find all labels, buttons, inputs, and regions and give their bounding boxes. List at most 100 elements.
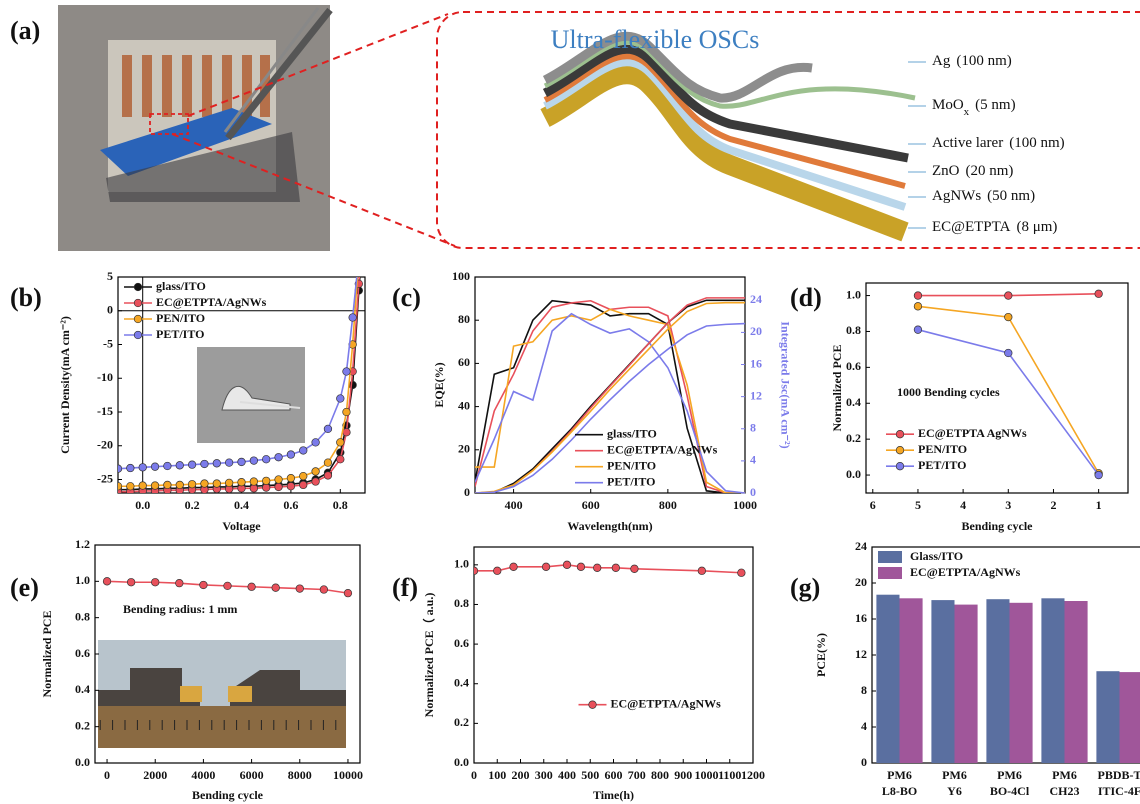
- y-axis-label: Normalized PCE: [40, 611, 54, 698]
- y2-tick-label: 16: [750, 356, 762, 370]
- marker: [1004, 292, 1012, 300]
- x-tick-label: 1: [1096, 498, 1102, 512]
- marker: [631, 565, 639, 573]
- y-tick-label: 0.4: [75, 682, 90, 696]
- legend-label: PET/ITO: [607, 474, 655, 488]
- y-tick-label: 0: [861, 755, 867, 769]
- marker: [337, 455, 345, 463]
- x-tick-label: 0: [471, 768, 477, 782]
- marker: [139, 464, 147, 472]
- marker: [296, 585, 304, 593]
- marker: [139, 482, 147, 490]
- marker: [738, 569, 746, 577]
- marker: [361, 199, 369, 207]
- bar: [986, 599, 1009, 763]
- marker: [299, 481, 307, 489]
- x-tick-label: 0.4: [234, 498, 249, 512]
- y-tick-label: 4: [861, 719, 867, 733]
- x-tick-label: 400: [505, 498, 523, 512]
- marker: [201, 460, 209, 468]
- marker: [577, 563, 585, 571]
- x-tick-label: 800: [651, 768, 669, 782]
- layer-name: Active larer: [932, 135, 1003, 151]
- marker: [127, 482, 135, 490]
- legend-marker: [134, 331, 142, 339]
- marker: [344, 589, 352, 597]
- x-tick-line: PM6: [887, 768, 912, 782]
- marker: [470, 567, 478, 575]
- x-tick-label: PM6CH23: [1050, 768, 1080, 798]
- marker: [176, 579, 184, 587]
- x-tick-label: 800: [659, 498, 677, 512]
- y-tick-label: 0.8: [454, 596, 469, 610]
- y-tick-label: 5: [107, 269, 113, 283]
- x-tick-label: 0.8: [333, 498, 348, 512]
- x-tick-line: CH23: [1050, 784, 1080, 798]
- y-tick-label: 20: [458, 442, 470, 456]
- y-tick-label: 0.0: [846, 467, 861, 481]
- legend-marker: [896, 462, 904, 470]
- marker: [493, 567, 501, 575]
- y-axis-label: Normalized PCE（ a.u.): [421, 593, 436, 718]
- x-tick-label: 200: [512, 768, 530, 782]
- layer-label: MoOx(5 nm): [932, 97, 1016, 117]
- marker: [103, 578, 111, 586]
- x-axis-label: Bending cycle: [962, 519, 1034, 533]
- x-tick-label: PBDB-TITIC-4F: [1097, 768, 1140, 798]
- x-tick-line: Y6: [947, 784, 962, 798]
- legend-label: Glass/ITO: [910, 549, 963, 563]
- marker: [361, 172, 369, 180]
- marker: [698, 567, 706, 575]
- figure: Ultra-flexible OSCs (a) Ag(100 nm)MoOx(5…: [0, 0, 1140, 804]
- x-tick-label: 6000: [240, 768, 264, 782]
- marker: [312, 468, 320, 476]
- layer-label: Active larer(100 nm): [932, 135, 1065, 151]
- x-tick-line: PBDB-T: [1097, 768, 1140, 782]
- y2-tick-label: 12: [750, 388, 762, 402]
- marker: [114, 482, 122, 490]
- marker: [238, 458, 246, 466]
- y-tick-label: 1.2: [75, 537, 90, 551]
- y-tick-label: 0.6: [454, 636, 469, 650]
- marker: [343, 368, 351, 376]
- legend-label: EC@ETPTA AgNWs: [918, 426, 1027, 440]
- y-tick-label: 24: [855, 539, 867, 553]
- x-tick-label: 4: [960, 498, 966, 512]
- legend-label: PEN/ITO: [156, 311, 205, 325]
- marker: [248, 583, 256, 591]
- legend-swatch: [878, 567, 902, 579]
- marker: [355, 253, 363, 261]
- y-tick-label: 0.6: [846, 359, 861, 373]
- x-tick-label: 1100: [718, 768, 741, 782]
- marker: [320, 586, 328, 594]
- layer-name: AgNWs: [932, 188, 981, 204]
- y-axis-label: PCE(%): [814, 633, 828, 677]
- marker: [151, 482, 159, 490]
- marker: [262, 455, 270, 463]
- y-tick-label: 16: [855, 611, 867, 625]
- marker: [312, 439, 320, 447]
- x-axis-label: Time(h): [593, 788, 634, 802]
- marker: [164, 481, 172, 489]
- marker: [151, 463, 159, 471]
- y-tick-label: 0.0: [454, 755, 469, 769]
- bar: [931, 600, 954, 763]
- marker: [299, 447, 307, 455]
- x-axis-label: Wavelength(nm): [567, 519, 652, 533]
- y-tick-label: 60: [458, 355, 470, 369]
- marker: [287, 474, 295, 482]
- layer-thickness: (5 nm): [975, 97, 1015, 113]
- marker: [188, 480, 196, 488]
- layer-name: EC@ETPTA: [932, 219, 1011, 235]
- marker: [312, 478, 320, 486]
- marker: [213, 460, 221, 468]
- x-axis-label: Voltage: [222, 519, 261, 533]
- legend-marker: [896, 446, 904, 454]
- marker: [337, 395, 345, 403]
- legend-label: PET/ITO: [918, 458, 966, 472]
- y-tick-label: 1.0: [846, 287, 861, 301]
- x-tick-line: PM6: [942, 768, 967, 782]
- legend-label: EC@ETPTA/AgNWs: [607, 442, 718, 456]
- x-tick-label: 700: [628, 768, 646, 782]
- x-tick-label: 2000: [143, 768, 167, 782]
